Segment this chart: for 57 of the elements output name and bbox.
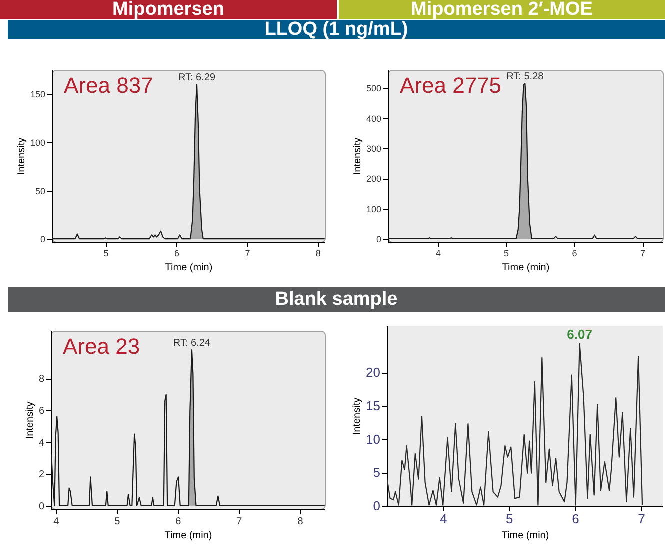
- annotation: RT: 6.24: [173, 338, 211, 350]
- y-tick-label: 500: [366, 84, 382, 94]
- x-axis-title: Time (min): [502, 530, 550, 542]
- y-tick-label: 0: [40, 234, 46, 245]
- x-axis-title: Time (min): [164, 530, 212, 542]
- x-tick-label: 6: [176, 516, 182, 528]
- x-tick-label: 5: [104, 248, 109, 258]
- y-tick-label: 5: [373, 465, 380, 480]
- line-series: [387, 343, 644, 506]
- annotation: 6.07: [567, 327, 592, 342]
- chart-subtitle: Blank sample: [8, 287, 665, 312]
- y-tick-label: 300: [366, 144, 382, 154]
- y-axis-title: Intensity: [352, 138, 364, 176]
- x-tick-label: 6: [174, 248, 180, 258]
- annotation: Area 837: [64, 73, 154, 98]
- annotation: Area 2775: [400, 73, 502, 98]
- y-tick-label: 20: [366, 365, 380, 380]
- chart-title: Mipomersen: [0, 0, 337, 20]
- y-tick-label: 0: [373, 498, 380, 514]
- annotation: Area 23: [63, 334, 140, 359]
- y-tick-label: 400: [366, 114, 382, 124]
- y-tick-label: 4: [38, 438, 45, 449]
- x-tick-label: 7: [640, 248, 646, 258]
- x-tick-label: 7: [245, 248, 250, 258]
- y-tick-label: 15: [366, 398, 380, 414]
- x-tick-label: 5: [504, 248, 510, 258]
- y-tick-label: 6: [38, 406, 45, 417]
- x-tick-label: 4: [440, 512, 448, 526]
- y-tick-label: 100: [366, 204, 382, 214]
- y-tick-label: 50: [35, 186, 46, 196]
- chart-title: Mipomersen 2′-MOE: [339, 0, 665, 20]
- y-tick-label: 200: [366, 174, 382, 184]
- y-axis-title: Intensity: [352, 398, 364, 436]
- y-tick-label: 0: [376, 234, 382, 244]
- y-axis-title: Intensity: [24, 402, 36, 440]
- chart-subtitle: LLOQ (1 ng/mL): [8, 18, 665, 40]
- x-tick-label: 5: [114, 516, 121, 528]
- x-tick-label: 7: [236, 516, 243, 528]
- annotation: RT: 5.28: [506, 72, 544, 83]
- x-tick-label: 8: [316, 248, 321, 258]
- x-tick-label: 8: [298, 516, 304, 528]
- y-tick-label: 10: [366, 432, 380, 447]
- x-tick-label: 7: [638, 512, 646, 526]
- x-tick-label: 6: [572, 512, 580, 526]
- x-tick-label: 4: [54, 516, 60, 528]
- y-tick-label: 2: [38, 470, 45, 481]
- x-tick-label: 4: [436, 248, 441, 258]
- y-axis-title: Intensity: [16, 138, 28, 176]
- x-tick-label: 6: [572, 248, 578, 258]
- y-tick-label: 8: [38, 374, 45, 386]
- y-tick-label: 150: [30, 90, 46, 100]
- x-tick-label: 5: [506, 512, 514, 526]
- y-tick-label: 100: [30, 138, 46, 148]
- y-tick-label: 0: [38, 501, 45, 512]
- x-axis-title: Time (min): [165, 262, 213, 274]
- annotation: RT: 6.29: [178, 72, 216, 84]
- x-axis-title: Time (min): [502, 262, 550, 274]
